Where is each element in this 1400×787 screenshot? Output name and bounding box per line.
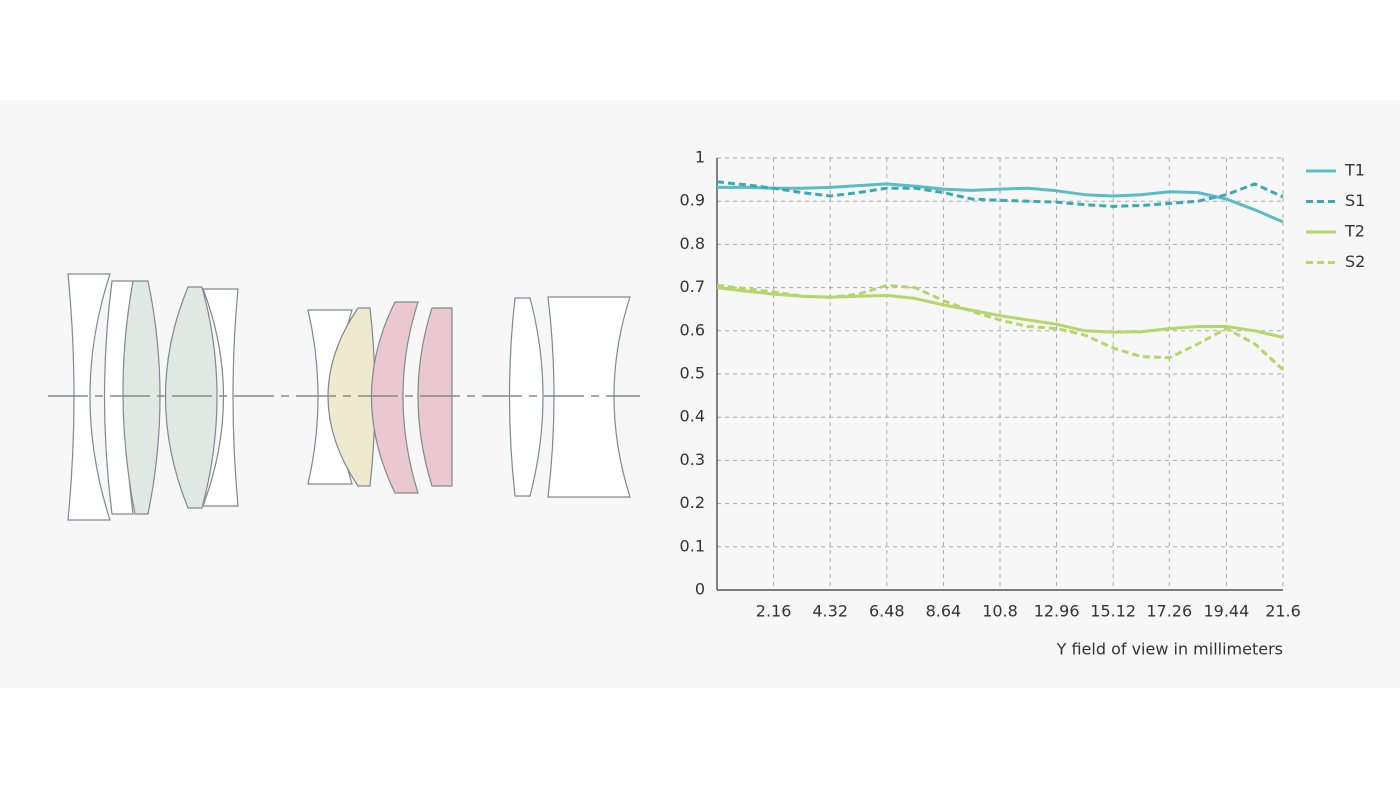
lens bbox=[327, 307, 376, 487]
legend-label: T1 bbox=[1344, 161, 1365, 180]
x-tick-label: 15.12 bbox=[1090, 602, 1136, 621]
y-tick-label: 0.5 bbox=[680, 364, 705, 383]
x-axis-label: Y field of view in millimeters bbox=[1056, 640, 1283, 659]
x-tick-label: 19.44 bbox=[1203, 602, 1249, 621]
y-tick-label: 1 bbox=[695, 148, 705, 167]
y-tick-label: 0.2 bbox=[680, 493, 705, 512]
x-tick-label: 21.6 bbox=[1265, 602, 1301, 621]
y-tick-label: 0.9 bbox=[680, 191, 705, 210]
lens-diagram bbox=[48, 273, 640, 521]
series-line bbox=[716, 180, 1284, 208]
lens bbox=[371, 301, 419, 494]
lens bbox=[164, 286, 218, 509]
legend-label: S2 bbox=[1345, 252, 1365, 271]
x-tick-label: 10.8 bbox=[982, 602, 1018, 621]
legend-label: S1 bbox=[1345, 191, 1365, 210]
lens bbox=[122, 280, 161, 515]
legend-label: T2 bbox=[1344, 222, 1365, 241]
lens bbox=[67, 273, 111, 521]
series-line bbox=[716, 283, 1285, 371]
y-tick-label: 0 bbox=[695, 580, 705, 599]
y-tick-label: 0.7 bbox=[680, 277, 705, 296]
series-line bbox=[717, 182, 1284, 224]
x-tick-label: 17.26 bbox=[1146, 602, 1192, 621]
y-tick-label: 0.4 bbox=[680, 407, 705, 426]
y-tick-label: 0.1 bbox=[680, 536, 705, 555]
x-tick-label: 12.96 bbox=[1034, 602, 1080, 621]
x-tick-label: 8.64 bbox=[926, 602, 962, 621]
lens bbox=[417, 307, 453, 487]
x-tick-label: 2.16 bbox=[756, 602, 792, 621]
x-tick-label: 4.32 bbox=[812, 602, 848, 621]
lens bbox=[547, 296, 631, 498]
series-line bbox=[716, 286, 1284, 339]
x-tick-label: 6.48 bbox=[869, 602, 905, 621]
y-tick-label: 0.8 bbox=[680, 234, 705, 253]
y-tick-label: 0.3 bbox=[680, 450, 705, 469]
lens bbox=[202, 288, 239, 507]
lens bbox=[508, 297, 544, 497]
y-tick-label: 0.6 bbox=[680, 320, 705, 339]
